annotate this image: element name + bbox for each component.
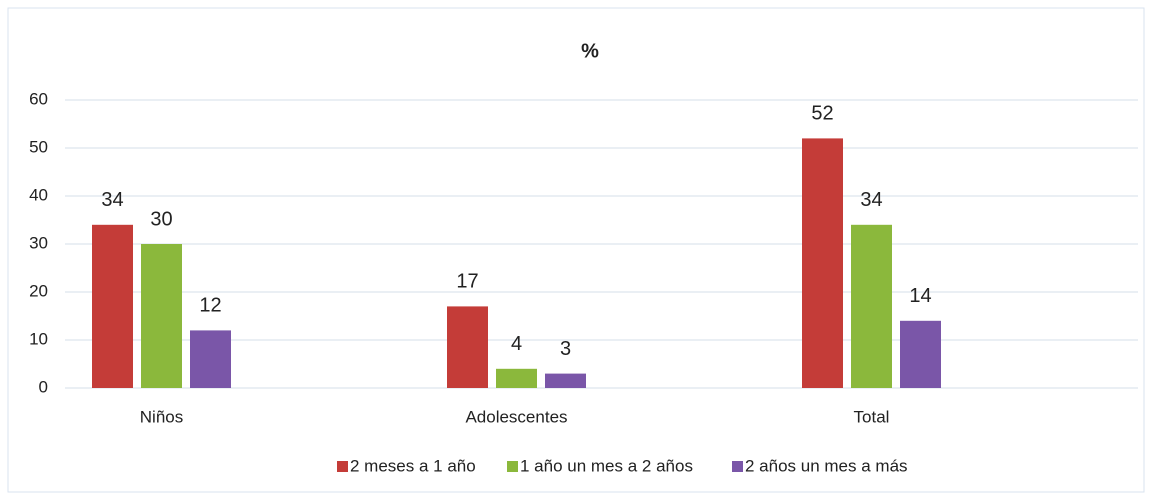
- bar: [141, 244, 182, 388]
- data-label: 34: [860, 189, 882, 211]
- y-tick-label: 30: [29, 233, 48, 252]
- bar: [545, 373, 586, 388]
- legend-swatch: [337, 461, 348, 472]
- x-tick-label: Niños: [140, 407, 183, 426]
- y-tick-label: 50: [29, 137, 48, 156]
- data-label: 3: [560, 338, 571, 360]
- data-label: 12: [199, 295, 221, 317]
- data-label: 52: [811, 103, 833, 125]
- bar: [900, 320, 941, 388]
- y-tick-label: 20: [29, 281, 48, 300]
- x-tick-label: Adolescentes: [465, 407, 567, 426]
- y-tick-label: 60: [29, 89, 48, 108]
- y-tick-label: 40: [29, 185, 48, 204]
- bar: [851, 224, 892, 388]
- bar: [92, 224, 133, 388]
- y-tick-label: 10: [29, 329, 48, 348]
- bar: [190, 330, 231, 388]
- data-label: 30: [150, 208, 172, 230]
- legend-label: 2 meses a 1 año: [350, 456, 476, 475]
- legend-label: 1 año un mes a 2 años: [520, 456, 693, 475]
- legend-swatch: [732, 461, 743, 472]
- chart-title: %: [581, 40, 599, 62]
- bar: [496, 368, 537, 388]
- legend-swatch: [507, 461, 518, 472]
- legend-label: 2 años un mes a más: [745, 456, 908, 475]
- data-label: 34: [101, 189, 123, 211]
- chart-border: [7, 7, 1145, 493]
- bar: [447, 306, 488, 388]
- data-label: 4: [511, 333, 522, 355]
- data-label: 14: [909, 285, 931, 307]
- data-label: 17: [456, 271, 478, 293]
- x-tick-label: Total: [854, 407, 890, 426]
- y-tick-label: 0: [39, 377, 48, 396]
- bar: [802, 138, 843, 388]
